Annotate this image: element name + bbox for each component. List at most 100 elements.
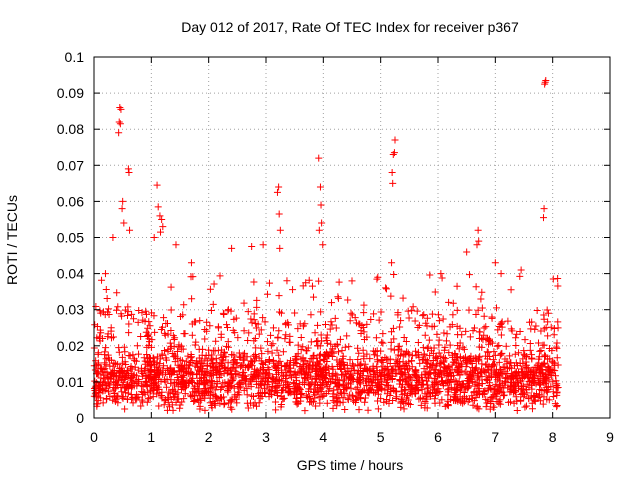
data-point [542,76,550,84]
data-point [191,362,199,370]
data-point [163,356,171,364]
data-point [552,343,560,351]
data-point [526,318,534,326]
data-point [374,387,382,395]
data-point [317,201,325,209]
data-point [402,377,410,385]
data-point [475,405,483,413]
data-point [212,383,220,391]
data-point [342,385,350,393]
data-point [95,370,103,378]
data-point [118,312,126,320]
data-point [264,373,272,381]
data-point [109,369,117,377]
data-point [95,384,103,392]
data-point [212,337,220,345]
data-point [465,306,473,314]
data-point [276,226,284,234]
data-point [328,299,336,307]
data-point [206,372,214,380]
data-point [206,285,214,293]
data-point [468,369,476,377]
data-point [328,321,336,329]
data-point [466,373,474,381]
data-point [382,284,390,292]
data-point [174,376,182,384]
data-point [360,355,368,363]
data-point [431,374,439,382]
data-point [516,272,524,280]
data-point [212,393,220,401]
data-point [290,380,298,388]
data-point [336,335,344,343]
data-point [355,406,363,414]
data-point [475,237,483,245]
data-point [196,317,204,325]
data-point [512,393,520,401]
data-point [554,324,562,332]
data-point [459,399,467,407]
data-point [291,309,299,317]
data-point [294,369,302,377]
data-point [322,362,330,370]
data-point [419,380,427,388]
data-point [182,357,190,365]
data-point [553,381,561,389]
data-point [388,259,396,267]
data-point [176,367,184,375]
data-point [444,386,452,394]
data-point [421,331,429,339]
data-point [517,365,525,373]
data-point [448,351,456,359]
data-point [437,270,445,278]
data-point [435,317,443,325]
data-point [544,385,552,393]
data-point [414,348,422,356]
data-point [397,398,405,406]
data-point [445,349,453,357]
data-point [390,271,398,279]
data-point [491,259,499,267]
data-point [301,407,309,415]
data-point [525,394,533,402]
data-point [484,386,492,394]
data-point [94,349,102,357]
data-point [114,380,122,388]
data-point [265,279,273,287]
data-point [535,359,543,367]
data-point [264,347,272,355]
data-point [542,387,550,395]
data-point [101,270,109,278]
data-point [444,372,452,380]
data-point [169,332,177,340]
data-point [167,326,175,334]
data-point [331,380,339,388]
data-point [93,322,101,330]
data-point [126,365,134,373]
data-point [443,330,451,338]
data-point [398,383,406,391]
data-point [429,361,437,369]
data-point [441,343,449,351]
data-point [224,378,232,386]
data-point [543,306,551,314]
data-point [242,375,250,383]
data-point [289,379,297,387]
data-point [102,394,110,402]
data-point [146,394,154,402]
data-point [275,210,283,218]
data-point [220,348,228,356]
data-point [334,294,342,302]
data-point [294,399,302,407]
data-point [163,375,171,383]
data-point [247,357,255,365]
data-point [533,307,541,315]
data-point [325,352,333,360]
data-point [396,377,404,385]
data-point [252,324,260,332]
data-points [90,76,562,415]
data-point [186,391,194,399]
data-point [202,352,210,360]
data-point [181,390,189,398]
data-point [235,371,243,379]
